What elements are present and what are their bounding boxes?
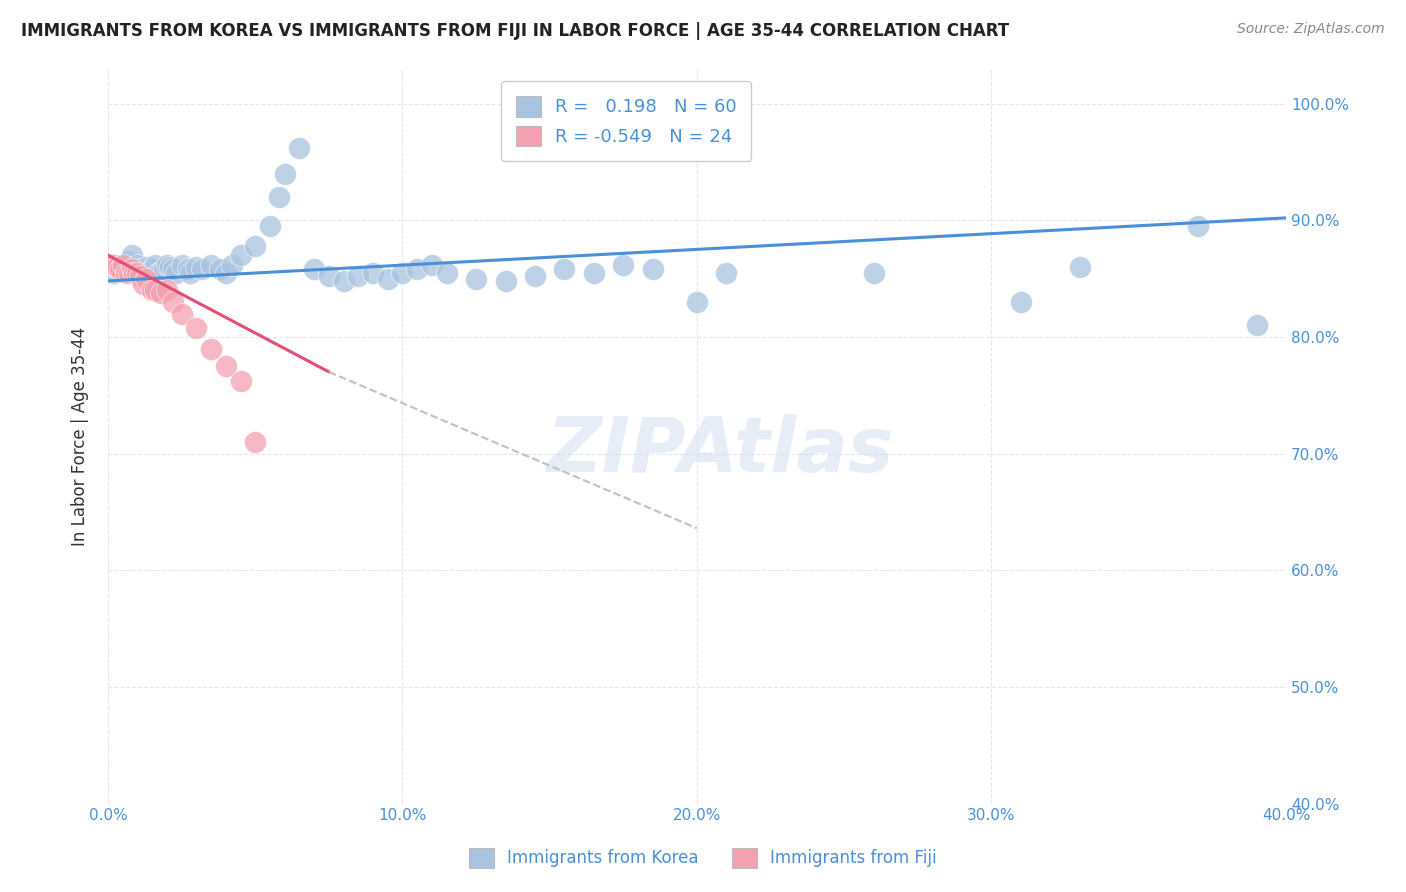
Point [1187, 219, 1209, 233]
Point [245, 239, 267, 253]
Point [124, 260, 146, 274]
Point [200, 258, 222, 272]
Legend: R =   0.198   N = 60, R = -0.549   N = 24: R = 0.198 N = 60, R = -0.549 N = 24 [501, 81, 751, 161]
Point [186, 320, 208, 334]
Point [391, 266, 413, 280]
Legend: Immigrants from Korea, Immigrants from Fiji: Immigrants from Korea, Immigrants from F… [463, 841, 943, 875]
Point [273, 167, 295, 181]
Point [129, 269, 152, 284]
Point [229, 248, 252, 262]
Y-axis label: In Labor Force | Age 35-44: In Labor Force | Age 35-44 [72, 326, 89, 546]
Point [686, 294, 709, 309]
Point [135, 271, 157, 285]
Point [170, 307, 193, 321]
Point [641, 262, 664, 277]
Point [716, 266, 738, 280]
Point [436, 266, 458, 280]
Point [318, 269, 340, 284]
Point [162, 294, 184, 309]
Point [127, 266, 149, 280]
Point [377, 271, 399, 285]
Point [114, 258, 136, 272]
Point [141, 283, 163, 297]
Point [127, 258, 149, 272]
Point [267, 190, 290, 204]
Point [420, 258, 443, 272]
Point [159, 260, 181, 274]
Point [302, 262, 325, 277]
Text: IMMIGRANTS FROM KOREA VS IMMIGRANTS FROM FIJI IN LABOR FORCE | AGE 35-44 CORRELA: IMMIGRANTS FROM KOREA VS IMMIGRANTS FROM… [21, 22, 1010, 40]
Point [553, 262, 575, 277]
Point [124, 266, 146, 280]
Point [245, 434, 267, 449]
Point [406, 262, 429, 277]
Point [1246, 318, 1268, 333]
Point [111, 262, 134, 277]
Point [108, 262, 131, 277]
Point [156, 258, 179, 272]
Point [215, 266, 238, 280]
Point [221, 258, 243, 272]
Point [150, 264, 173, 278]
Point [114, 266, 136, 280]
Point [165, 266, 187, 280]
Point [208, 262, 231, 277]
Point [150, 285, 173, 300]
Point [121, 248, 143, 262]
Point [108, 260, 131, 274]
Point [135, 260, 157, 274]
Point [176, 262, 198, 277]
Point [103, 266, 125, 280]
Point [1010, 294, 1032, 309]
Point [100, 258, 122, 272]
Point [361, 266, 384, 280]
Point [524, 269, 547, 284]
Point [191, 262, 214, 277]
Point [1069, 260, 1091, 274]
Point [111, 258, 134, 272]
Point [179, 266, 201, 280]
Text: ZIPAtlas: ZIPAtlas [547, 414, 894, 488]
Point [103, 258, 125, 272]
Point [117, 254, 139, 268]
Point [186, 260, 208, 274]
Point [347, 269, 370, 284]
Point [143, 258, 166, 272]
Point [105, 260, 128, 274]
Point [132, 277, 155, 292]
Point [138, 266, 160, 280]
Point [495, 274, 517, 288]
Point [229, 374, 252, 388]
Point [582, 266, 605, 280]
Point [288, 141, 311, 155]
Point [162, 262, 184, 277]
Point [141, 262, 163, 277]
Point [170, 258, 193, 272]
Point [612, 258, 634, 272]
Point [465, 271, 488, 285]
Point [200, 342, 222, 356]
Point [146, 266, 169, 280]
Text: Source: ZipAtlas.com: Source: ZipAtlas.com [1237, 22, 1385, 37]
Point [259, 219, 281, 233]
Point [143, 283, 166, 297]
Point [129, 262, 152, 277]
Point [117, 266, 139, 280]
Point [862, 266, 884, 280]
Point [153, 262, 176, 277]
Point [332, 274, 354, 288]
Point [156, 283, 179, 297]
Point [121, 262, 143, 277]
Point [215, 359, 238, 373]
Point [132, 264, 155, 278]
